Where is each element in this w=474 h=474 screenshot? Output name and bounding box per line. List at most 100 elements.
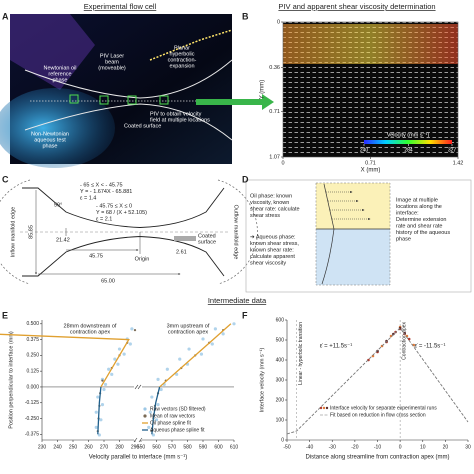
x-tick-label: 1.42 [453, 160, 464, 166]
raw-point [130, 327, 134, 331]
run-point [407, 337, 411, 341]
label: - 45.75 ≤ X ≤ 0 [96, 203, 132, 209]
run-point [392, 332, 395, 336]
spline-fit [97, 386, 102, 435]
oil-phase-region [10, 14, 95, 90]
y-tick-label: 200 [276, 397, 285, 403]
raw-point [122, 352, 126, 356]
legend-label: Raw vectors (SD filtered) [150, 406, 206, 412]
reference-label: Contraction apex [401, 322, 407, 360]
x-tick-label: 20 [443, 444, 449, 450]
label: hyperbolic [169, 51, 194, 57]
y-axis-title: Y (mm) [260, 80, 266, 100]
label: reference [48, 71, 71, 77]
piv-window [99, 95, 109, 105]
label: locations along the [396, 204, 442, 210]
label: expansion [169, 63, 194, 69]
spline-fit [151, 386, 161, 435]
axis-break [133, 437, 138, 443]
piv-window [127, 95, 137, 105]
raw-point [199, 352, 204, 356]
raw-point [102, 387, 106, 392]
label: Non-Newtonian [31, 131, 69, 137]
x-tick-label: 270 [100, 444, 109, 450]
dimension: 59° [54, 202, 62, 208]
mean-point [101, 379, 104, 382]
x-tick-label: 290 [131, 444, 140, 450]
raw-point [100, 403, 105, 407]
annotation: ε̇ = +11.5s⁻¹ [320, 344, 352, 350]
x-tick-label: 570 [168, 444, 177, 450]
label: Origin [135, 256, 150, 262]
raw-point [116, 362, 120, 366]
dimension: 85.85 [28, 225, 34, 239]
label: Determine extension [396, 217, 446, 223]
x-tick-label: -40 [306, 444, 313, 450]
green-arrow [196, 94, 274, 110]
colorbar-tick-label: 327 [448, 147, 457, 153]
y-tick-label: 0.250 [26, 353, 39, 359]
inset-frame [315, 182, 391, 286]
y-tick-label: 0.500 [26, 321, 39, 327]
label: PIV to obtain velocity [150, 111, 202, 117]
raw-point [117, 347, 122, 351]
x-tick-label: 600 [214, 444, 223, 450]
label: shear rate: calculate [250, 206, 300, 212]
label: Newtonian oil [43, 65, 76, 71]
y-tick-label: 0.125 [26, 368, 39, 374]
annotation: ε̇ = -11.5s⁻¹ [415, 344, 446, 350]
legend-label: Aqueous phase spline fit [150, 427, 205, 433]
label: Coated surface [124, 123, 161, 129]
y-axis-title: Position perpendicular to interface (mm) [8, 331, 14, 429]
panel-label: F [242, 310, 248, 320]
label: field at multiple locations [150, 117, 210, 123]
y-tick-label: 600 [276, 317, 285, 323]
label: Oil phase: known [250, 193, 292, 199]
y-tick-label: 400 [276, 357, 285, 363]
raw-point [159, 387, 163, 392]
x-tick-label: -20 [351, 444, 358, 450]
raw-point [107, 367, 111, 371]
y-tick-label: -0.375 [25, 432, 39, 438]
raw-point [165, 367, 169, 371]
legend-label: Interface velocity for separate experime… [330, 405, 437, 411]
panel-label: B [242, 11, 249, 21]
raw-point [94, 425, 98, 429]
x-tick-label: 590 [199, 444, 208, 450]
channel-wall [22, 187, 225, 228]
x-tick-label: 240 [53, 444, 62, 450]
raw-point [175, 372, 179, 376]
channel-wall [24, 103, 233, 141]
panel-label: A [2, 11, 9, 21]
label: contraction- [168, 57, 197, 63]
x-tick-label: 0 [399, 444, 402, 450]
legend-swatch [322, 406, 326, 410]
x-tick-label: 30 [465, 444, 471, 450]
method-frame [245, 179, 472, 293]
label: Coated [198, 233, 216, 239]
label: Inflow manifold edge [10, 207, 16, 257]
y-tick-label: -0.250 [25, 416, 39, 422]
raw-point [148, 410, 152, 414]
axis-break [137, 384, 142, 390]
fit-line [286, 327, 469, 435]
label: ➔ Aqueous phase: [250, 234, 296, 240]
y-tick-label: 1.07 [269, 154, 280, 160]
raw-point [110, 372, 114, 376]
y-tick-label: 500 [276, 337, 285, 343]
annotation: 28mm downstream of [64, 323, 117, 329]
panel-label: E [2, 310, 8, 320]
piv-fast-region [283, 24, 458, 64]
oil-layer [316, 183, 390, 229]
axis-break [134, 384, 139, 390]
colorbar [364, 140, 452, 144]
x-tick-label: 550 [137, 444, 146, 450]
raw-point [178, 357, 182, 361]
raw-point [156, 377, 160, 381]
y-tick-label: 0.71 [269, 109, 280, 115]
x-tick-label: 280 [115, 444, 124, 450]
y-tick-label: 0 [281, 437, 284, 443]
label: Planar [174, 45, 190, 51]
raw-point [99, 418, 103, 422]
label: calculate apparent [250, 254, 295, 260]
